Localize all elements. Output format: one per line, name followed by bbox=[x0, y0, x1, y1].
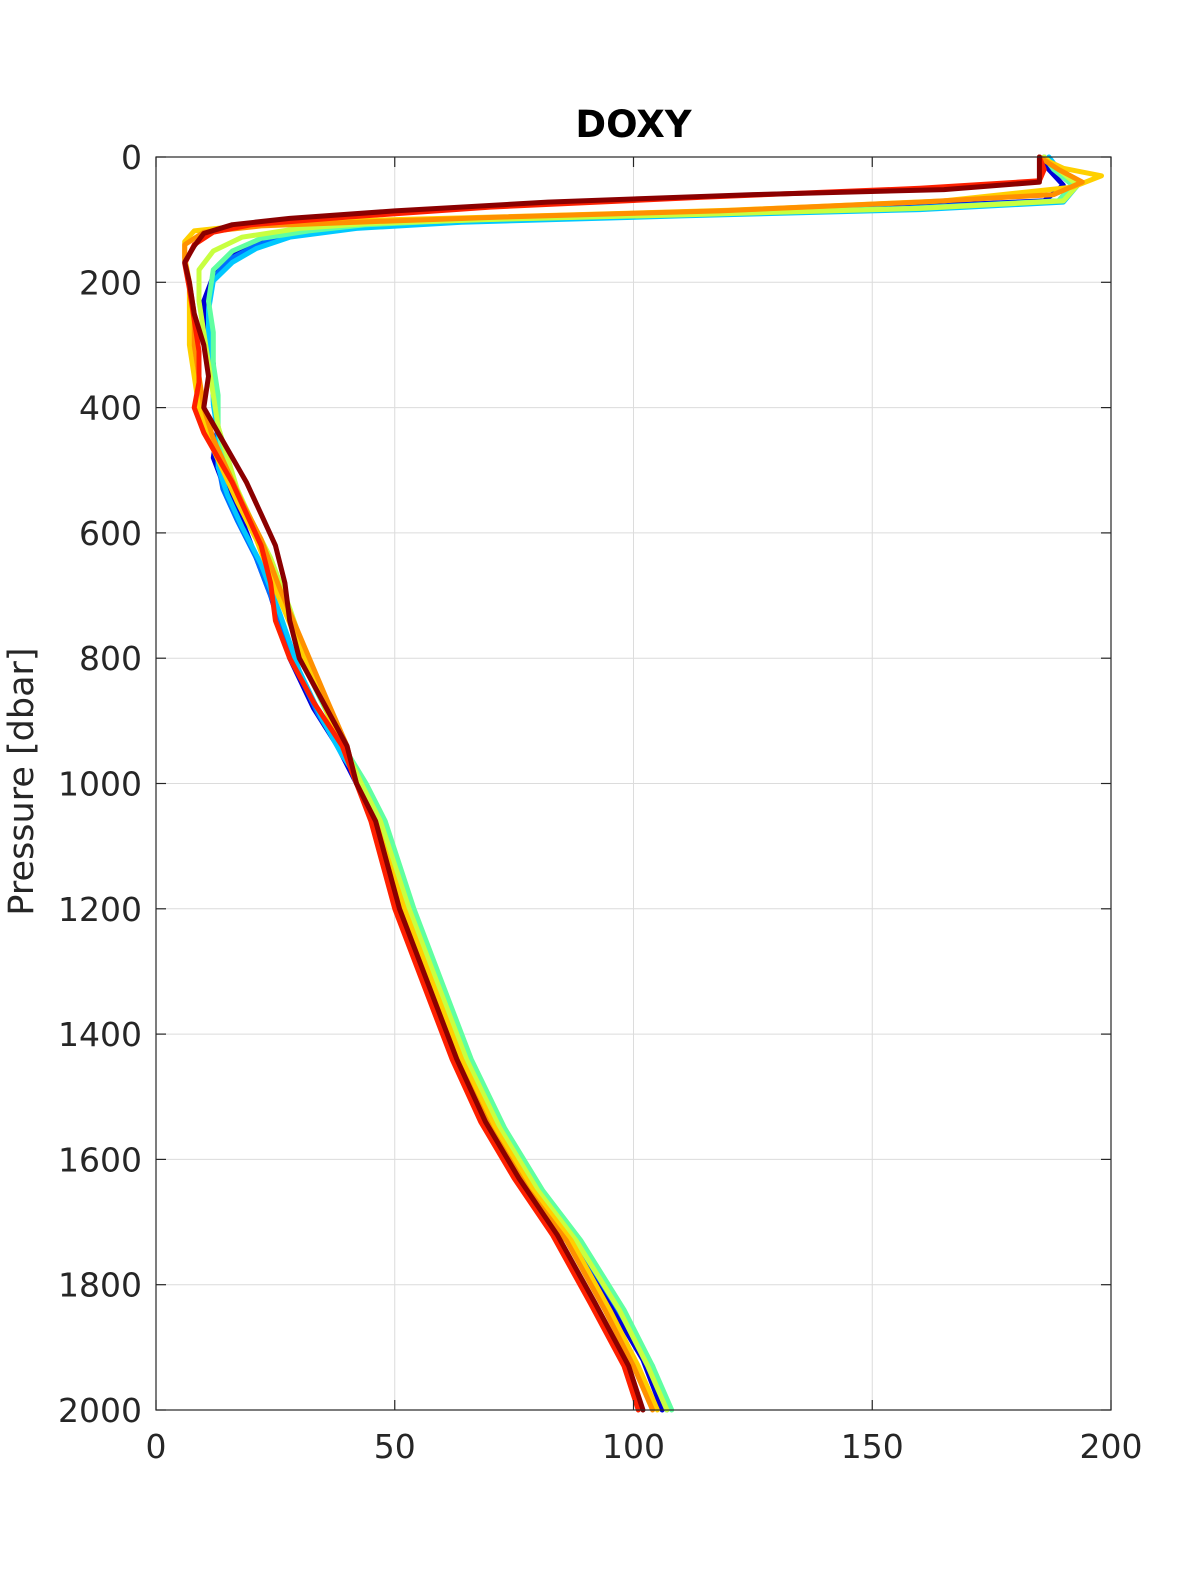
profile-line-9 bbox=[182, 154, 1042, 1413]
y-tick-label: 1200 bbox=[58, 890, 142, 929]
x-tick-label: 0 bbox=[146, 1427, 167, 1466]
y-tick-label: 1600 bbox=[58, 1140, 142, 1179]
profile-line-8 bbox=[182, 154, 1047, 1413]
y-tick-label: 200 bbox=[79, 263, 142, 302]
y-tick-label: 400 bbox=[79, 389, 142, 428]
grid bbox=[156, 157, 1111, 1410]
y-tick-label: 600 bbox=[79, 514, 142, 553]
y-tick-label: 0 bbox=[121, 138, 142, 177]
y-tick-label: 1800 bbox=[58, 1266, 142, 1305]
y-tick-label: 2000 bbox=[58, 1391, 142, 1430]
x-tick-label: 200 bbox=[1080, 1427, 1143, 1466]
chart-title: DOXY bbox=[575, 103, 692, 146]
y-tick-label: 800 bbox=[79, 639, 142, 678]
series-group bbox=[182, 154, 1104, 1413]
y-tick-label: 1000 bbox=[58, 765, 142, 804]
y-axis-label: Pressure [dbar] bbox=[2, 647, 42, 915]
y-tick-label: 1400 bbox=[58, 1015, 142, 1054]
x-tick-label: 50 bbox=[374, 1427, 416, 1466]
x-tick-label: 150 bbox=[841, 1427, 904, 1466]
ticks: 0 50 100 150 2000200400600800100012001400160… bbox=[58, 138, 1142, 1466]
x-tick-label: 100 bbox=[602, 1427, 665, 1466]
